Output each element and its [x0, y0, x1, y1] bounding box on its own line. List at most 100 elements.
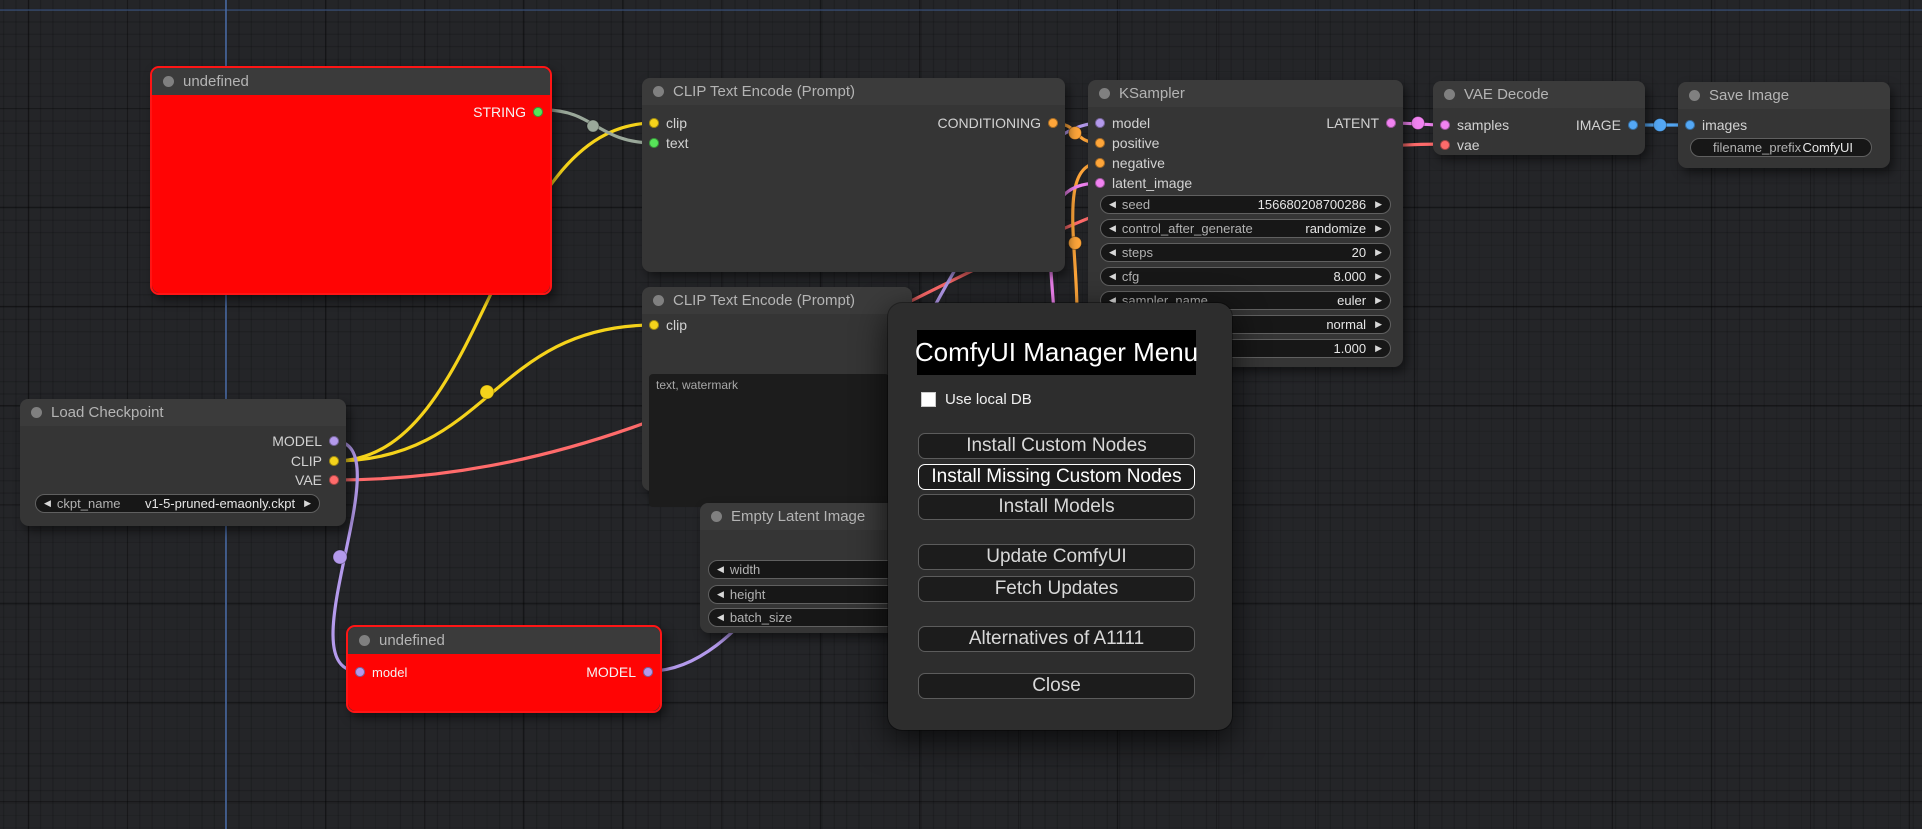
model-slot-dot[interactable]	[1095, 118, 1105, 128]
install-custom-nodes-button[interactable]: Install Custom Nodes	[918, 433, 1195, 459]
increment-arrow-icon[interactable]: ▶	[304, 498, 311, 508]
install-models-button[interactable]: Install Models	[918, 494, 1195, 520]
node-title-bar[interactable]: VAE Decode	[1433, 81, 1645, 108]
output-slot-string[interactable]: STRING	[473, 102, 543, 122]
input-slot-model[interactable]: model	[1095, 113, 1150, 133]
clip-slot-dot[interactable]	[649, 320, 659, 330]
output-slot-model[interactable]: MODEL	[586, 662, 653, 682]
image-slot-dot[interactable]	[1685, 120, 1695, 130]
text-slot-dot[interactable]	[649, 138, 659, 148]
model-slot-dot[interactable]	[355, 667, 365, 677]
latent-slot-dot[interactable]	[1440, 120, 1450, 130]
output-slot-latent[interactable]: LATENT	[1326, 113, 1396, 133]
input-slot-negative[interactable]: negative	[1095, 153, 1165, 173]
decrement-arrow-icon[interactable]: ◀	[717, 589, 724, 599]
install-missing-custom-nodes-button[interactable]: Install Missing Custom Nodes	[918, 464, 1195, 490]
input-slot-latent-image[interactable]: latent_image	[1095, 173, 1192, 193]
filename-prefix-widget[interactable]: filename_prefix ComfyUI	[1690, 138, 1872, 157]
decrement-arrow-icon[interactable]: ◀	[1109, 199, 1116, 209]
height-widget[interactable]: ◀ height	[708, 585, 912, 604]
slot-label: positive	[1112, 135, 1160, 151]
widget-value: v1-5-pruned-emaonly.ckpt	[145, 496, 296, 511]
node-title-bar[interactable]: CLIP Text Encode (Prompt)	[642, 78, 1065, 105]
seed-widget[interactable]: ◀ seed 156680208700286 ▶	[1100, 195, 1391, 214]
clip-slot-dot[interactable]	[329, 456, 339, 466]
widget-value: ComfyUI	[1802, 140, 1853, 155]
decrement-arrow-icon[interactable]: ◀	[1109, 247, 1116, 257]
increment-arrow-icon[interactable]: ▶	[1375, 343, 1382, 353]
decrement-arrow-icon[interactable]: ◀	[1109, 295, 1116, 305]
width-widget[interactable]: ◀ width	[708, 560, 912, 579]
input-slot-vae[interactable]: vae	[1440, 135, 1480, 155]
vae-slot-dot[interactable]	[329, 475, 339, 485]
model-slot-dot[interactable]	[643, 667, 653, 677]
decrement-arrow-icon[interactable]: ◀	[44, 498, 51, 508]
node-title-bar[interactable]: CLIP Text Encode (Prompt)	[642, 287, 912, 314]
node-title-bar[interactable]: undefined	[152, 68, 550, 95]
decrement-arrow-icon[interactable]: ◀	[717, 612, 724, 622]
increment-arrow-icon[interactable]: ▶	[1375, 319, 1382, 329]
increment-arrow-icon[interactable]: ▶	[1375, 223, 1382, 233]
increment-arrow-icon[interactable]: ▶	[1375, 247, 1382, 257]
node-undefined-model[interactable]: undefined model MODEL	[346, 625, 662, 713]
node-empty-latent-image[interactable]: Empty Latent Image ◀ width ◀ height ◀ ba…	[700, 503, 920, 633]
decrement-arrow-icon[interactable]: ◀	[717, 564, 724, 574]
node-title-bar[interactable]: undefined	[348, 627, 660, 654]
string-slot-dot[interactable]	[533, 107, 543, 117]
reroute-dot	[1068, 236, 1082, 250]
steps-widget[interactable]: ◀ steps 20 ▶	[1100, 243, 1391, 262]
conditioning-slot-dot[interactable]	[1048, 118, 1058, 128]
node-load-checkpoint[interactable]: Load Checkpoint MODEL CLIP VAE ◀ ckpt_na…	[20, 399, 346, 526]
prompt-textarea[interactable]: text, watermark	[649, 374, 889, 507]
increment-arrow-icon[interactable]: ▶	[1375, 199, 1382, 209]
node-undefined-string[interactable]: undefined STRING	[150, 66, 552, 295]
decrement-arrow-icon[interactable]: ◀	[1109, 223, 1116, 233]
model-slot-dot[interactable]	[329, 436, 339, 446]
output-slot-image[interactable]: IMAGE	[1576, 115, 1638, 135]
input-slot-model[interactable]: model	[355, 662, 407, 682]
node-clip-text-encode-2[interactable]: CLIP Text Encode (Prompt) clip text, wat…	[642, 287, 912, 507]
increment-arrow-icon[interactable]: ▶	[1375, 295, 1382, 305]
update-comfyui-button[interactable]: Update ComfyUI	[918, 544, 1195, 570]
close-button[interactable]: Close	[918, 673, 1195, 699]
input-slot-positive[interactable]: positive	[1095, 133, 1159, 153]
conditioning-slot-dot[interactable]	[1095, 138, 1105, 148]
latent-slot-dot[interactable]	[1386, 118, 1396, 128]
node-title-bar[interactable]: Empty Latent Image	[700, 503, 920, 530]
slot-label: MODEL	[586, 664, 636, 680]
input-slot-text[interactable]: text	[649, 133, 689, 153]
use-local-db-row[interactable]: Use local DB	[921, 391, 1032, 408]
fetch-updates-button[interactable]: Fetch Updates	[918, 576, 1195, 602]
node-body: clip text, watermark	[642, 314, 912, 507]
batch-size-widget[interactable]: ◀ batch_size	[708, 608, 912, 627]
input-slot-clip[interactable]: clip	[649, 315, 687, 335]
use-local-db-checkbox[interactable]	[921, 392, 936, 407]
decrement-arrow-icon[interactable]: ◀	[1109, 271, 1116, 281]
latent-slot-dot[interactable]	[1095, 178, 1105, 188]
node-title-bar[interactable]: Load Checkpoint	[20, 399, 346, 426]
increment-arrow-icon[interactable]: ▶	[1375, 271, 1382, 281]
output-slot-vae[interactable]: VAE	[295, 470, 339, 490]
node-save-image[interactable]: Save Image images filename_prefix ComfyU…	[1678, 82, 1890, 168]
cfg-widget[interactable]: ◀ cfg 8.000 ▶	[1100, 267, 1391, 286]
vae-slot-dot[interactable]	[1440, 140, 1450, 150]
input-slot-samples[interactable]: samples	[1440, 115, 1509, 135]
output-slot-conditioning[interactable]: CONDITIONING	[938, 113, 1058, 133]
output-slot-model[interactable]: MODEL	[272, 431, 339, 451]
alternatives-a1111-button[interactable]: Alternatives of A1111	[918, 626, 1195, 652]
node-clip-text-encode-1[interactable]: CLIP Text Encode (Prompt) clip text COND…	[642, 78, 1065, 272]
node-title-bar[interactable]: Save Image	[1678, 82, 1890, 109]
control-after-generate-widget[interactable]: ◀ control_after_generate randomize ▶	[1100, 219, 1391, 238]
node-vae-decode[interactable]: VAE Decode samples vae IMAGE	[1433, 81, 1645, 155]
input-slot-images[interactable]: images	[1685, 115, 1747, 135]
image-slot-dot[interactable]	[1628, 120, 1638, 130]
output-slot-clip[interactable]: CLIP	[291, 451, 339, 471]
clip-slot-dot[interactable]	[649, 118, 659, 128]
input-slot-clip[interactable]: clip	[649, 113, 687, 133]
conditioning-slot-dot[interactable]	[1095, 158, 1105, 168]
ckpt-name-widget[interactable]: ◀ ckpt_name v1-5-pruned-emaonly.ckpt ▶	[35, 494, 320, 513]
node-title-bar[interactable]: KSampler	[1088, 80, 1403, 107]
slot-label: negative	[1112, 155, 1165, 171]
widget-value: normal	[1326, 317, 1367, 332]
